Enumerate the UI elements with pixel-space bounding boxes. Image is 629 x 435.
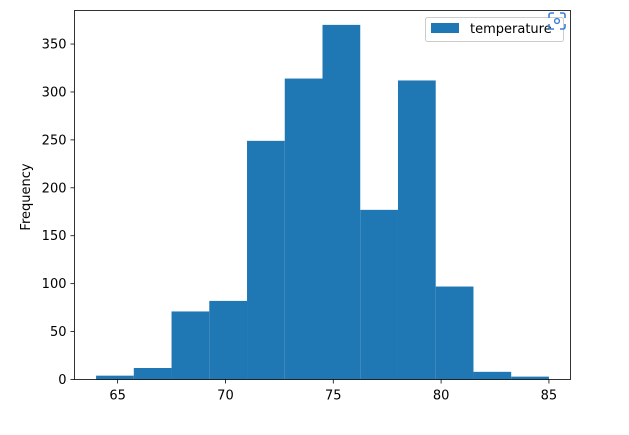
histogram-bar [171,311,210,380]
y-axis: 0 50 100 150 200 250 300 350 [42,38,75,388]
y-tick-label: 200 [42,181,67,196]
y-axis-label: Frequency [19,163,34,230]
histogram-bar [397,80,436,380]
histogram-bar [133,367,172,380]
x-axis: 65 70 75 80 85 [109,379,558,404]
y-tick-label: 0 [58,373,66,388]
histogram-bar [209,300,248,380]
histogram-bar [435,286,474,380]
histogram-bar [473,371,512,380]
x-tick-label: 65 [109,389,126,404]
legend-label: temperature [470,22,552,37]
focus-scan-icon[interactable] [547,11,567,31]
legend-swatch [431,23,459,33]
y-tick-label: 300 [42,85,67,100]
x-tick-label: 70 [217,389,234,404]
y-tick-label: 250 [42,133,67,148]
legend: temperature [425,17,564,42]
y-tick-label: 50 [50,325,67,340]
histogram-bar [284,78,323,380]
y-tick-label: 350 [42,38,67,53]
histogram-bar [96,375,134,380]
bars-group [96,24,549,380]
histogram-bar [511,376,549,380]
y-tick-label: 100 [42,277,67,292]
histogram-bar [247,140,285,380]
y-tick-label: 150 [42,229,67,244]
x-tick-label: 75 [325,389,342,404]
histogram-bar [360,209,398,380]
histogram-bar [322,24,361,380]
x-tick-label: 85 [541,389,558,404]
x-tick-label: 80 [433,389,450,404]
plot-frame [74,10,571,380]
